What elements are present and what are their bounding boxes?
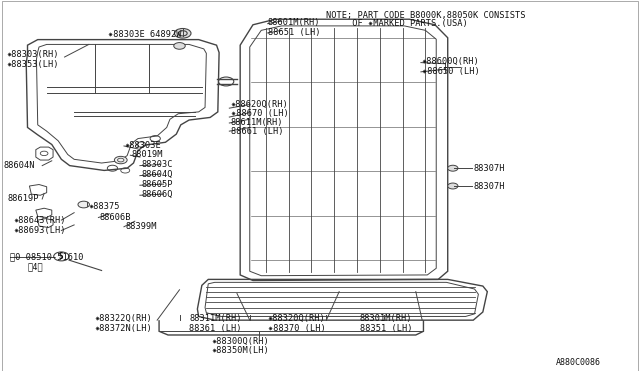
Text: ✷88600Q(RH): ✷88600Q(RH)	[422, 57, 480, 66]
Text: ✷88353(LH): ✷88353(LH)	[7, 60, 60, 69]
Text: ✷88350M(LH): ✷88350M(LH)	[211, 346, 269, 355]
Text: ✷88303E: ✷88303E	[125, 141, 162, 150]
Text: 88611M(RH): 88611M(RH)	[230, 118, 283, 127]
Text: 88019M: 88019M	[132, 150, 163, 159]
Text: ✷88303(RH): ✷88303(RH)	[7, 50, 60, 59]
Text: ✷88650 (LH): ✷88650 (LH)	[422, 67, 480, 76]
Text: 88307H: 88307H	[473, 164, 505, 173]
Text: 88619P: 88619P	[7, 195, 38, 203]
Text: ✷88320Q(RH): ✷88320Q(RH)	[268, 314, 325, 323]
Text: 88399M: 88399M	[125, 222, 157, 231]
Text: 88604Q: 88604Q	[141, 170, 173, 179]
Circle shape	[173, 42, 185, 49]
Text: 88361 (LH): 88361 (LH)	[189, 324, 241, 333]
Text: A880C0086: A880C0086	[556, 357, 602, 366]
Text: 88307H: 88307H	[473, 182, 505, 190]
Text: ✷88643(RH): ✷88643(RH)	[13, 216, 66, 225]
Text: ✷88670 (LH): ✷88670 (LH)	[230, 109, 289, 118]
Text: 88311M(RH): 88311M(RH)	[189, 314, 241, 323]
Text: 88601M(RH): 88601M(RH)	[268, 19, 320, 28]
Text: （4）: （4）	[28, 262, 44, 271]
Text: 88301M(RH): 88301M(RH)	[360, 314, 412, 323]
Circle shape	[78, 201, 90, 208]
Text: NOTE; PART CODE B8000K,88050K CONSISTS: NOTE; PART CODE B8000K,88050K CONSISTS	[326, 11, 526, 20]
Text: ✷88322Q(RH): ✷88322Q(RH)	[95, 314, 153, 323]
Text: ✷88620Q(RH): ✷88620Q(RH)	[230, 100, 289, 109]
Text: 88606B: 88606B	[100, 213, 131, 222]
Text: ✷88372N(LH): ✷88372N(LH)	[95, 324, 153, 333]
Text: ✷88370 (LH): ✷88370 (LH)	[268, 324, 325, 333]
Text: 88303C: 88303C	[141, 160, 173, 169]
Text: 88351 (LH): 88351 (LH)	[360, 324, 412, 333]
Text: ✷88300Q(RH): ✷88300Q(RH)	[211, 337, 269, 346]
Circle shape	[174, 29, 191, 38]
Circle shape	[448, 165, 458, 171]
Circle shape	[448, 183, 458, 189]
Text: ⑐0 08510-51610: ⑐0 08510-51610	[10, 252, 84, 261]
Text: 88651 (LH): 88651 (LH)	[268, 28, 320, 37]
Text: S: S	[59, 252, 63, 261]
Text: 88605P: 88605P	[141, 180, 173, 189]
Text: ✷88303E 64892W: ✷88303E 64892W	[108, 30, 182, 39]
Circle shape	[115, 156, 127, 164]
Text: ✷88693(LH): ✷88693(LH)	[13, 226, 66, 235]
Text: 88606Q: 88606Q	[141, 190, 173, 199]
Text: 88661 (LH): 88661 (LH)	[230, 126, 283, 136]
Text: OF ✷MARKED PARTS.(USA): OF ✷MARKED PARTS.(USA)	[326, 19, 468, 28]
Text: 88604N: 88604N	[4, 161, 35, 170]
Text: ✷88375: ✷88375	[89, 202, 120, 211]
